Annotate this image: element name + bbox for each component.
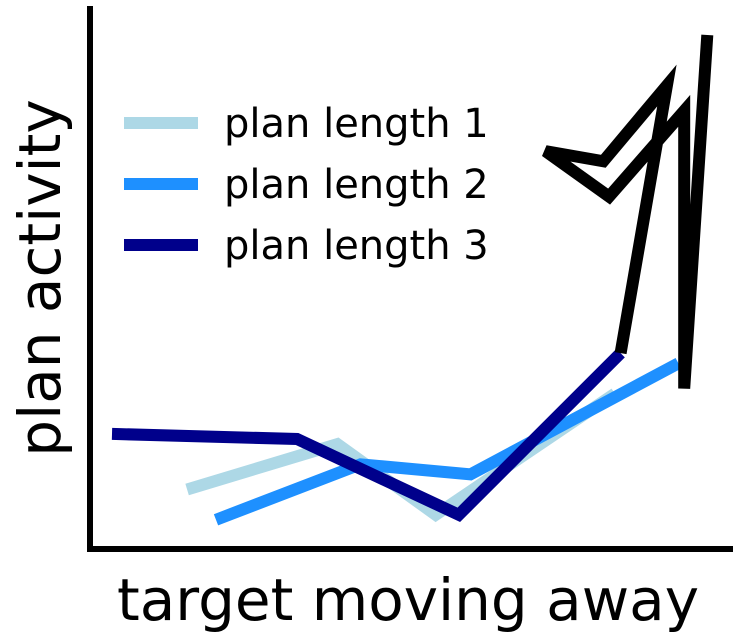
series-group [111,34,714,526]
plot-area [87,6,733,552]
legend-label-1: plan length 1 [224,101,489,147]
series-line-4 [542,34,714,389]
legend-label-2: plan length 2 [224,162,489,208]
legend: plan length 1 plan length 2 plan length 3 [124,101,489,269]
y-axis-label: plan activity [6,99,74,456]
legend-label-3: plan length 3 [224,223,489,269]
x-axis-label: target moving away [117,566,699,634]
series-line-3 [111,348,625,523]
series-line-2 [213,358,682,526]
series-line-1 [185,388,619,523]
